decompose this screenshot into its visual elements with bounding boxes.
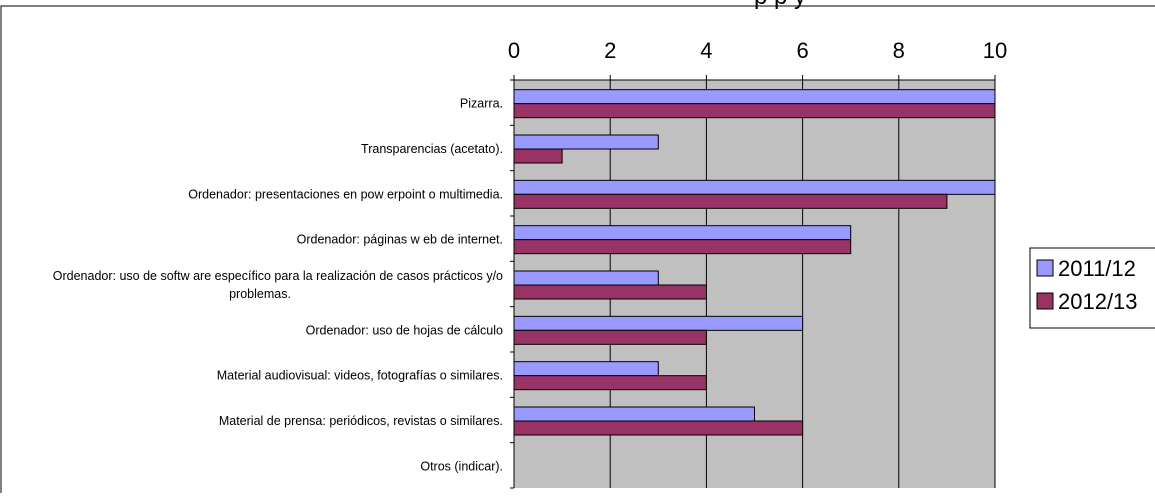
category-label: Otros (indicar). — [420, 459, 503, 473]
bar-2012-13-4 — [513, 284, 707, 300]
bar-2012-13-3 — [513, 239, 852, 255]
legend-swatch — [1036, 292, 1054, 310]
x-tick-label: 4 — [700, 38, 712, 63]
bar-2012-13-5 — [513, 329, 707, 345]
category-label: Ordenador: páginas w eb de internet. — [297, 233, 503, 247]
chart-title-fragment: p p y — [754, 0, 806, 10]
x-tick-label: 0 — [508, 38, 520, 63]
bar-2012-13-2 — [513, 193, 948, 209]
category-label: Ordenador: uso de hojas de cálculo — [306, 323, 503, 337]
bar-2012-13-6 — [513, 375, 707, 391]
bar-2011-12-0 — [513, 89, 996, 105]
x-tick-label: 2 — [604, 38, 616, 63]
x-tick-label: 10 — [983, 38, 1007, 63]
x-tick-label: 6 — [796, 38, 808, 63]
legend-label: 2012/13 — [1058, 289, 1138, 314]
bar-2011-12-7 — [513, 406, 755, 422]
legend-label: 2011/12 — [1058, 256, 1136, 281]
bar-2011-12-1 — [513, 134, 659, 150]
legend-swatch — [1036, 259, 1054, 277]
chart-border — [0, 5, 1155, 498]
x-tick-label: 8 — [893, 38, 905, 63]
bar-2011-12-2 — [513, 179, 996, 195]
bar-2012-13-7 — [513, 420, 804, 436]
category-label: problemas. — [229, 287, 291, 301]
bar-2012-13-0 — [513, 103, 996, 119]
bar-2011-12-4 — [513, 270, 659, 286]
category-label: Material de prensa: periódicos, revistas… — [219, 414, 503, 428]
category-label: Material audiovisual: videos, fotografía… — [217, 369, 503, 383]
bar-2011-12-3 — [513, 225, 852, 241]
bar-2011-12-5 — [513, 315, 804, 331]
bar-2011-12-6 — [513, 361, 659, 377]
category-label: Ordenador: uso de softw are específico p… — [53, 269, 503, 283]
category-label: Transparencias (acetato). — [361, 142, 503, 156]
category-label: Ordenador: presentaciones en pow erpoint… — [188, 187, 503, 201]
category-label: Pizarra. — [460, 97, 503, 111]
bar-2012-13-1 — [513, 148, 563, 164]
